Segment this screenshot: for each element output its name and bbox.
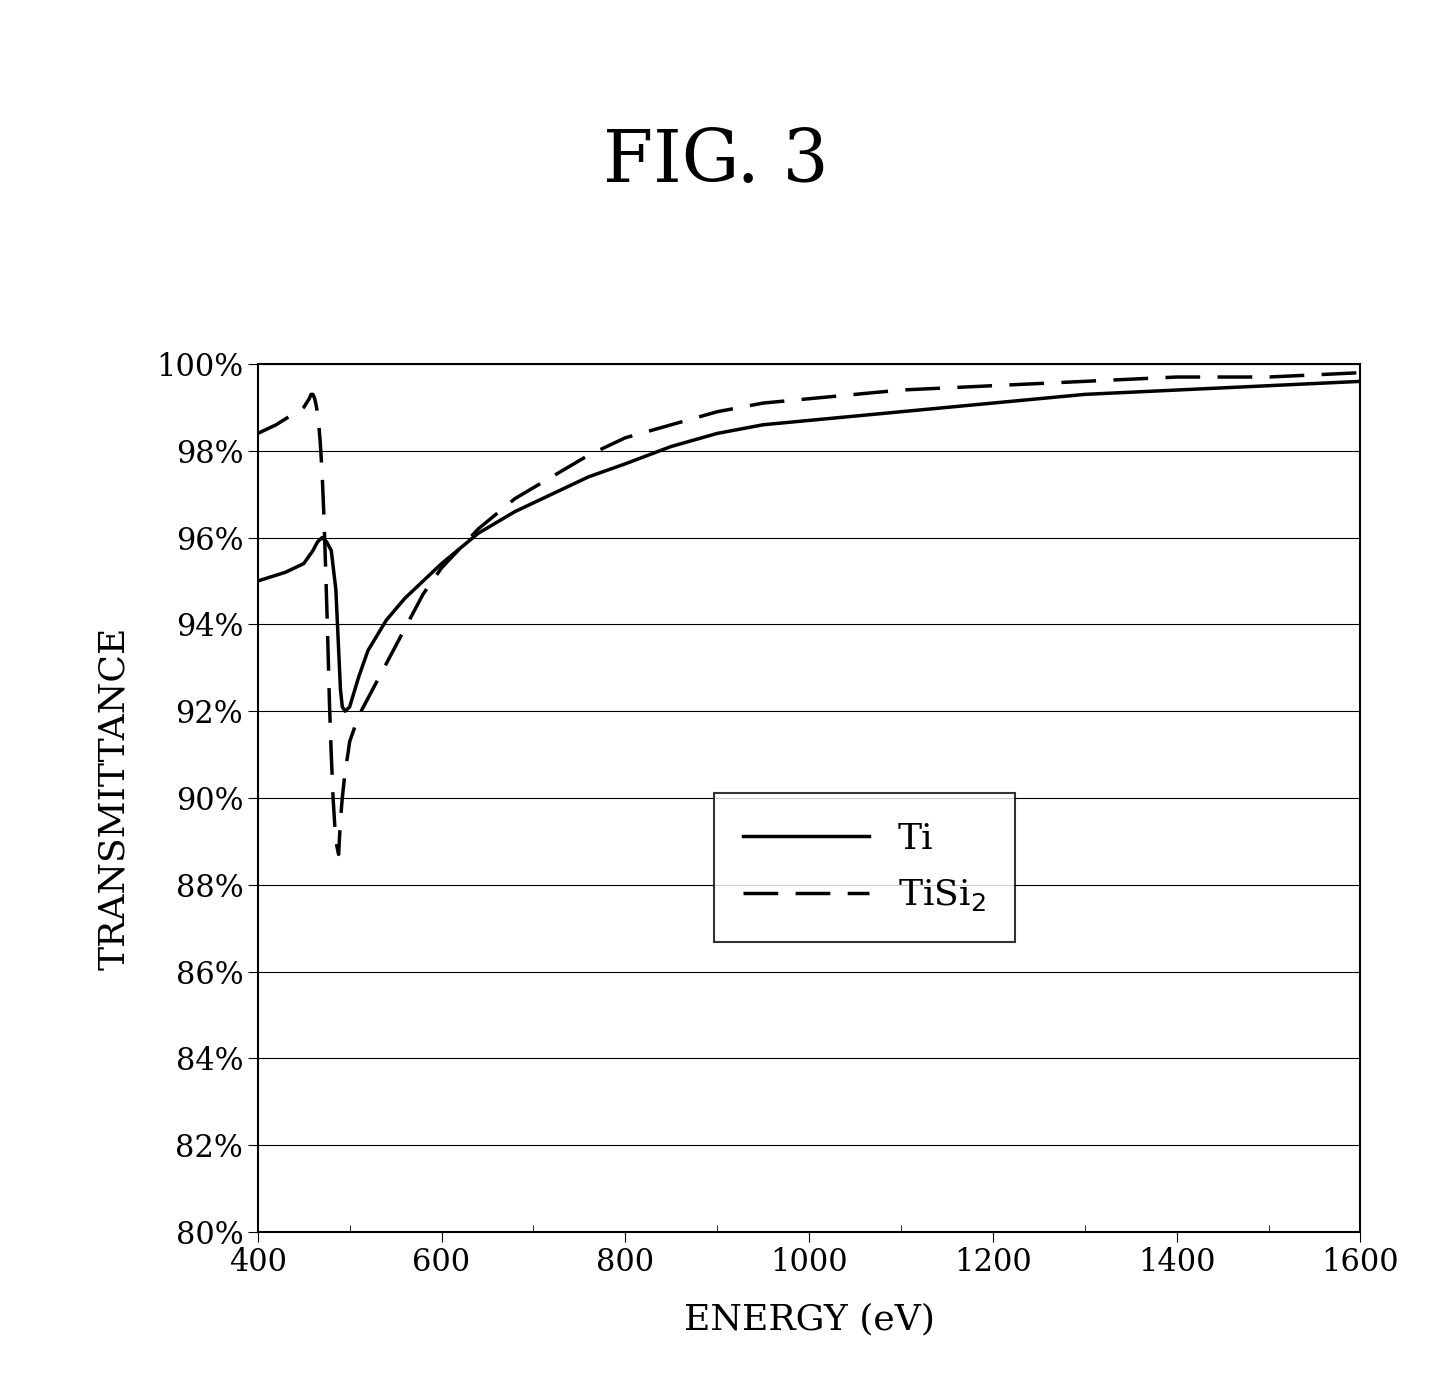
Ti <box>432 556 450 573</box>
Ti <box>337 703 354 720</box>
Ti <box>580 469 597 486</box>
Ti <box>309 533 326 550</box>
Ti <box>328 581 345 598</box>
Y-axis label: TRANSMITTANCE: TRANSMITTANCE <box>97 626 132 970</box>
Ti <box>755 416 772 433</box>
Ti <box>617 455 634 472</box>
TiSi$_2$ <box>295 399 312 416</box>
Ti <box>318 533 335 550</box>
Ti <box>1260 377 1277 393</box>
Ti <box>1077 386 1094 403</box>
Ti <box>359 643 377 659</box>
Ti <box>984 395 1001 412</box>
TiSi$_2$ <box>329 846 347 862</box>
Ti <box>892 403 909 420</box>
Ti <box>1352 372 1369 389</box>
TiSi$_2$ <box>368 672 385 689</box>
TiSi$_2$ <box>397 620 414 637</box>
Ti <box>314 529 331 546</box>
Ti <box>351 668 368 685</box>
Line: Ti: Ti <box>258 381 1360 711</box>
Ti <box>276 564 294 581</box>
Ti <box>378 612 395 629</box>
Ti <box>1169 382 1186 399</box>
Ti <box>470 525 487 542</box>
Ti <box>322 542 339 559</box>
Ti <box>332 682 349 699</box>
TiSi$_2$ <box>249 426 266 442</box>
Ti <box>414 573 431 589</box>
Ti <box>334 699 351 715</box>
Text: FIG. 3: FIG. 3 <box>603 126 829 196</box>
Ti <box>507 503 524 519</box>
Line: TiSi$_2$: TiSi$_2$ <box>258 372 1360 854</box>
Legend: Ti, TiSi$_2$: Ti, TiSi$_2$ <box>713 792 1015 942</box>
Ti <box>709 426 726 442</box>
Ti <box>249 573 266 589</box>
Ti <box>295 556 312 573</box>
Ti <box>846 407 863 424</box>
Ti <box>341 699 358 715</box>
Ti <box>304 542 321 559</box>
Ti <box>663 438 680 455</box>
Ti <box>397 589 414 606</box>
Ti <box>800 412 818 428</box>
TiSi$_2$ <box>337 763 354 780</box>
TiSi$_2$ <box>1077 372 1094 389</box>
TiSi$_2$ <box>1352 364 1369 381</box>
X-axis label: ENERGY (eV): ENERGY (eV) <box>683 1302 935 1337</box>
Ti <box>543 486 560 503</box>
TiSi$_2$ <box>322 746 339 763</box>
